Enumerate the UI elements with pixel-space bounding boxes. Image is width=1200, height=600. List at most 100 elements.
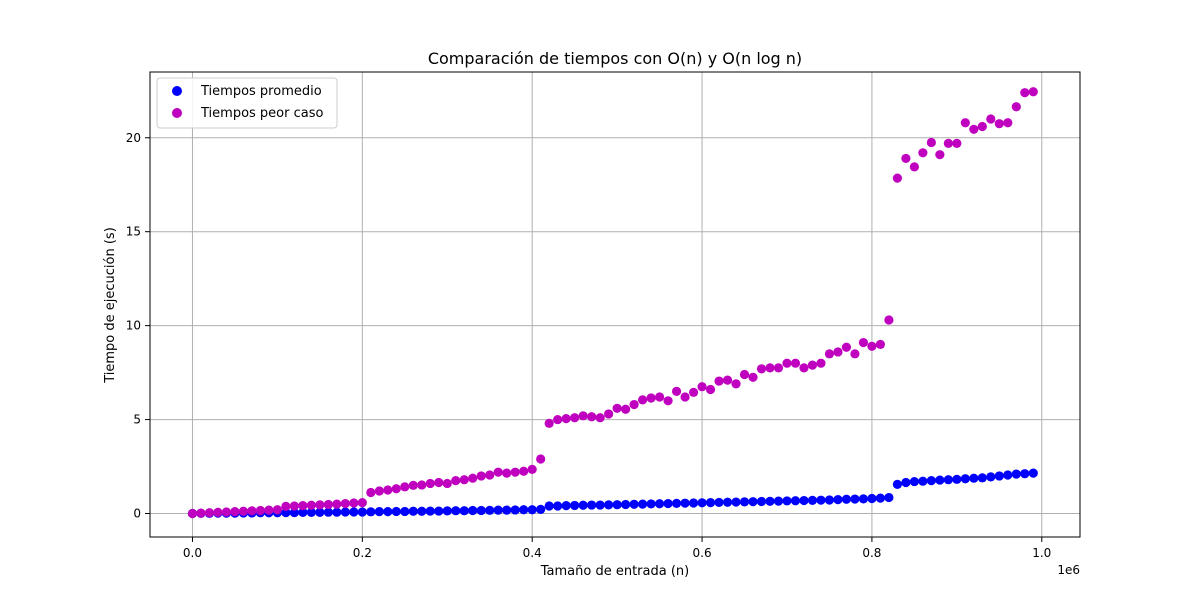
scatter-point [442, 478, 452, 489]
scatter-point [374, 486, 384, 496]
scatter-point [884, 492, 894, 503]
scatter-point [187, 508, 198, 519]
scatter-point [1020, 469, 1030, 479]
scatter-point [816, 358, 826, 368]
scatter-point [595, 500, 605, 510]
scatter-point [935, 150, 945, 160]
scatter-point [315, 507, 325, 517]
scatter-point [994, 471, 1004, 481]
scatter-point [621, 404, 631, 414]
scatter-point [459, 506, 469, 516]
scatter-point [544, 418, 554, 428]
scatter-point [536, 504, 546, 514]
scatter-point [349, 507, 359, 517]
scatter-point [383, 485, 393, 495]
scatter-point [332, 499, 342, 509]
scatter-point [238, 506, 249, 516]
scatter-point [510, 467, 520, 477]
scatter-point [1028, 468, 1038, 478]
scatter-point [306, 507, 316, 517]
scatter-point [476, 471, 486, 481]
scatter-point [705, 498, 716, 508]
scatter-point [255, 505, 266, 516]
scatter-point [553, 414, 563, 425]
scatter-point [587, 412, 597, 422]
x-tick-label: 0.2 [353, 546, 372, 560]
series-1-points [187, 87, 1038, 519]
scatter-point [638, 499, 648, 509]
scatter-point [459, 475, 469, 485]
scatter-point [570, 413, 580, 423]
x-tick-label: 0.0 [183, 546, 202, 560]
scatter-point [807, 495, 818, 505]
y-axis-label: Tiempo de ejecución (s) [103, 227, 118, 384]
scatter-point [578, 411, 588, 421]
scatter-point [858, 337, 869, 348]
scatter-point [782, 358, 792, 368]
scatter-point [714, 376, 724, 386]
scatter-point [366, 507, 376, 517]
x-axis-offset-label: 1e6 [1057, 563, 1080, 577]
scatter-point [638, 395, 648, 405]
scatter-point [561, 414, 571, 424]
y-tick-label: 0 [133, 507, 141, 521]
scatter-point [417, 480, 427, 490]
scatter-point [901, 153, 911, 164]
scatter-point [765, 363, 775, 373]
scatter-point [646, 499, 656, 509]
scatter-point [204, 508, 215, 518]
scatter-point [434, 477, 444, 488]
legend-label-peor-caso: Tiempos peor caso [200, 106, 323, 121]
scatter-point [485, 470, 495, 480]
scatter-point [1020, 88, 1030, 98]
scatter-point [1011, 102, 1021, 112]
scatter-point [773, 363, 784, 373]
scatter-point [510, 505, 520, 515]
scatter-point [553, 501, 563, 511]
scatter-point [875, 493, 886, 503]
scatter-point [400, 506, 410, 517]
scatter-point [977, 473, 987, 483]
scatter-point [519, 505, 529, 515]
scatter-point [926, 137, 936, 148]
scatter-point [850, 349, 860, 359]
scatter-point [943, 475, 953, 485]
scatter-point [977, 121, 987, 132]
scatter-point [434, 506, 444, 516]
scatter-point [824, 495, 835, 505]
scatter-point [323, 499, 333, 510]
scatter-point [756, 364, 767, 374]
scatter-point [858, 494, 869, 504]
scatter-point [654, 392, 665, 402]
scatter-point [722, 497, 733, 507]
scatter-point [841, 494, 852, 504]
scatter-point [680, 392, 690, 402]
scatter-point [408, 480, 418, 490]
scatter-point [833, 495, 843, 505]
scatter-point [604, 500, 614, 510]
scatter-point [264, 505, 274, 515]
scatter-point [485, 505, 495, 515]
scatter-point [357, 498, 367, 508]
scatter-point [722, 375, 733, 385]
scatter-point [527, 505, 537, 515]
scatter-point [595, 413, 605, 423]
scatter-point [688, 498, 699, 508]
y-tick-label: 20 [126, 131, 141, 145]
scatter-point [527, 464, 537, 474]
scatter-point [612, 500, 622, 510]
scatter-point [604, 409, 614, 419]
scatter-point [960, 118, 970, 128]
scatter-point [502, 468, 512, 478]
scatter-point [468, 505, 478, 516]
scatter-point [739, 369, 750, 380]
scatter-point [790, 358, 801, 368]
scatter-point [875, 339, 886, 350]
scatter-point [994, 119, 1004, 129]
scatter-point [986, 472, 996, 482]
scatter-point [654, 499, 665, 509]
scatter-point [790, 496, 801, 506]
scatter-point [909, 162, 919, 172]
scatter-point [468, 473, 478, 483]
